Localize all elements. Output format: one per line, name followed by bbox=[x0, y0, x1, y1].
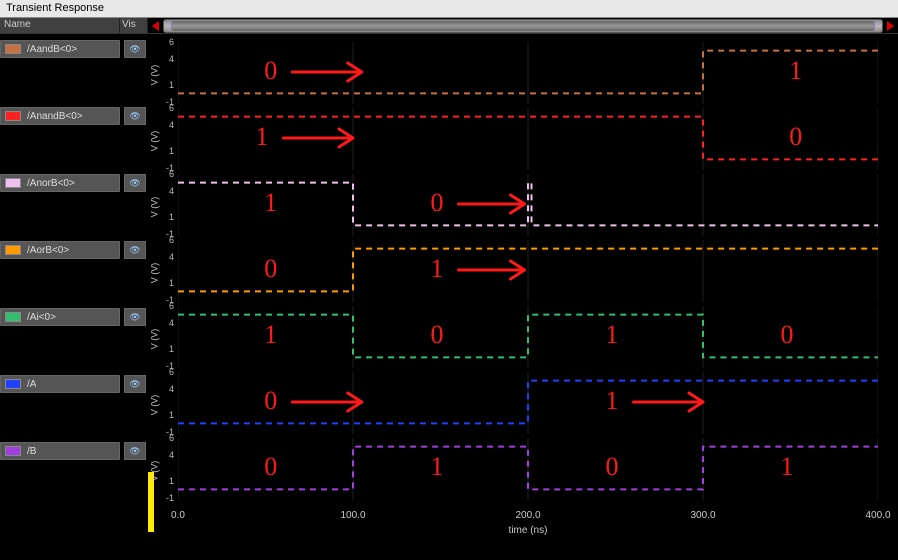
signal-swatch-wrap[interactable]: /AandB<0> bbox=[0, 40, 120, 58]
color-swatch bbox=[5, 178, 21, 188]
signal-name: /AorB<0> bbox=[27, 245, 69, 256]
plot-area: time (ns) 0.0100.0200.0300.0400.0 -1146V… bbox=[148, 34, 898, 560]
visibility-toggle[interactable]: 👁 bbox=[124, 174, 146, 192]
scroll-left-icon[interactable] bbox=[152, 21, 159, 31]
signal-row[interactable]: /B 👁 bbox=[0, 436, 148, 503]
eye-icon: 👁 bbox=[129, 379, 140, 390]
signal-row[interactable]: /AorB<0> 👁 bbox=[0, 235, 148, 302]
scroll-thumb[interactable] bbox=[171, 21, 875, 31]
color-swatch bbox=[5, 379, 21, 389]
color-swatch bbox=[5, 245, 21, 255]
window-title: Transient Response bbox=[0, 0, 898, 18]
color-swatch bbox=[5, 446, 21, 456]
eye-icon: 👁 bbox=[129, 178, 140, 189]
eye-icon: 👁 bbox=[129, 312, 140, 323]
col-header-name: Name bbox=[0, 18, 120, 33]
signal-swatch-wrap[interactable]: /AnandB<0> bbox=[0, 107, 120, 125]
signal-swatch-wrap[interactable]: /Ai<0> bbox=[0, 308, 120, 326]
signal-name: /B bbox=[27, 446, 36, 457]
signal-name: /AandB<0> bbox=[27, 44, 77, 55]
signal-name: /A bbox=[27, 379, 36, 390]
visibility-toggle[interactable]: 👁 bbox=[124, 241, 146, 259]
visibility-toggle[interactable]: 👁 bbox=[124, 375, 146, 393]
visibility-toggle[interactable]: 👁 bbox=[124, 40, 146, 58]
scroll-right-icon[interactable] bbox=[887, 21, 894, 31]
visibility-toggle[interactable]: 👁 bbox=[124, 308, 146, 326]
eye-icon: 👁 bbox=[129, 44, 140, 55]
scroll-track[interactable] bbox=[163, 19, 883, 33]
visibility-toggle[interactable]: 👁 bbox=[124, 442, 146, 460]
signal-list: /AandB<0> 👁 /AnandB<0> 👁 /AnorB<0> 👁 /AorB<0> 👁… bbox=[0, 34, 148, 560]
signal-name: /Ai<0> bbox=[27, 312, 56, 323]
color-swatch bbox=[5, 111, 21, 121]
signal-swatch-wrap[interactable]: /A bbox=[0, 375, 120, 393]
signal-row[interactable]: /AandB<0> 👁 bbox=[0, 34, 148, 101]
eye-icon: 👁 bbox=[129, 446, 140, 457]
visibility-toggle[interactable]: 👁 bbox=[124, 107, 146, 125]
annotation-arrow bbox=[148, 34, 898, 560]
signal-swatch-wrap[interactable]: /AnorB<0> bbox=[0, 174, 120, 192]
signal-name: /AnorB<0> bbox=[27, 178, 75, 189]
signal-name: /AnandB<0> bbox=[27, 111, 83, 122]
signal-swatch-wrap[interactable]: /B bbox=[0, 442, 120, 460]
signal-row[interactable]: /Ai<0> 👁 bbox=[0, 302, 148, 369]
time-scroll[interactable] bbox=[148, 18, 898, 33]
color-swatch bbox=[5, 44, 21, 54]
signal-row[interactable]: /AnandB<0> 👁 bbox=[0, 101, 148, 168]
signal-row[interactable]: /A 👁 bbox=[0, 369, 148, 436]
eye-icon: 👁 bbox=[129, 111, 140, 122]
eye-icon: 👁 bbox=[129, 245, 140, 256]
signal-swatch-wrap[interactable]: /AorB<0> bbox=[0, 241, 120, 259]
col-header-vis: Vis bbox=[120, 18, 148, 33]
signal-row[interactable]: /AnorB<0> 👁 bbox=[0, 168, 148, 235]
color-swatch bbox=[5, 312, 21, 322]
